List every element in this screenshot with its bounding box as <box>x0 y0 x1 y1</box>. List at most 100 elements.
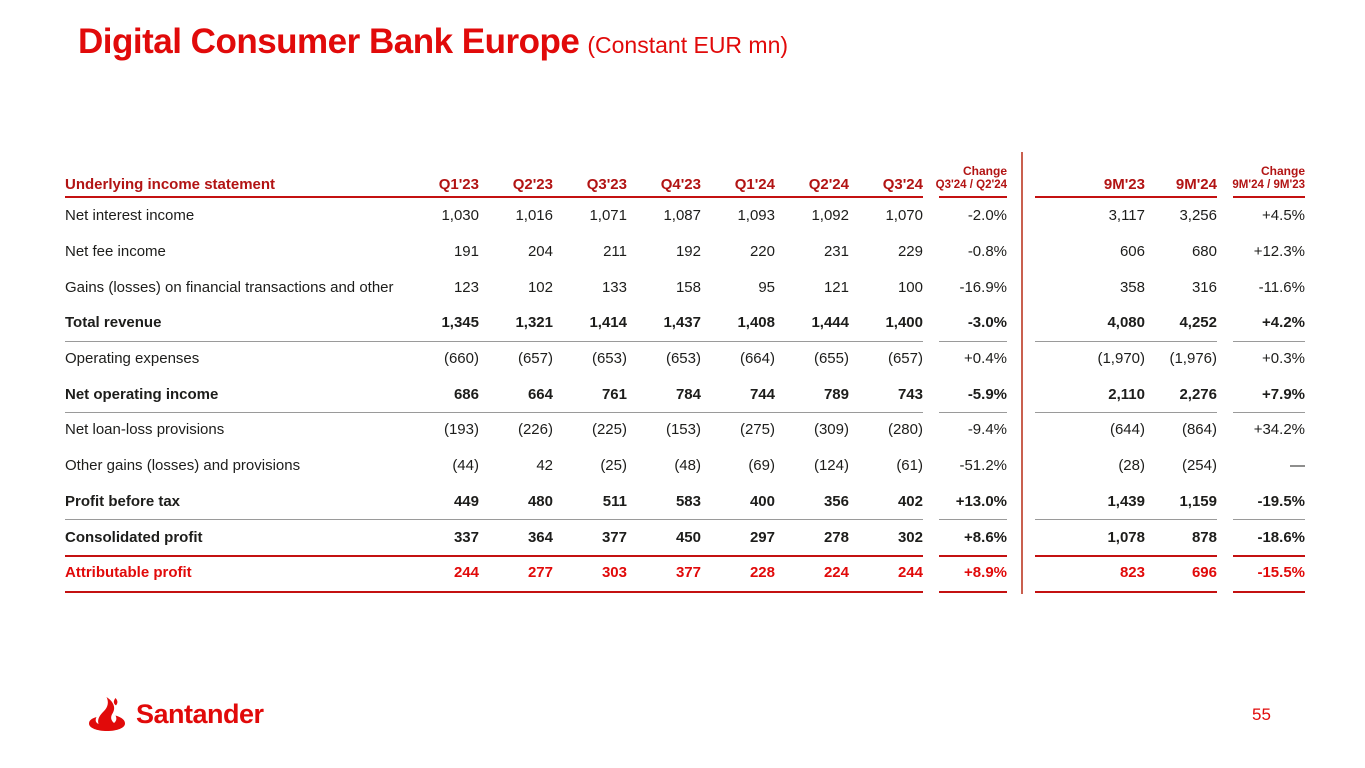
income-statement-table: Underlying income statement Q1'23 Q2'23 Q3'… <box>65 150 1305 610</box>
cell-q5: 789 <box>823 385 849 403</box>
cell-q2: 211 <box>603 243 627 261</box>
column-header-quarter-1: Q2'23 <box>512 176 553 193</box>
table-row: Net interest income 1,030 1,016 1,071 1,087 1… <box>65 198 1305 234</box>
cell-q3: 1,087 <box>663 207 701 225</box>
cell-q0: 244 <box>453 564 479 582</box>
cell-9m23: (644) <box>1109 421 1145 439</box>
row-label: Net fee income <box>65 243 166 261</box>
separator-line-5-2 <box>1035 590 1217 593</box>
santander-logo: Santander <box>85 697 264 731</box>
cell-q2: 511 <box>602 492 627 510</box>
column-header-quarter-3: Q4'23 <box>660 176 701 193</box>
cell-q5: 278 <box>823 528 849 546</box>
column-header-9m-1: 9M'24 <box>1175 176 1217 193</box>
cell-q3: 377 <box>675 564 701 582</box>
cell-change-9m: +0.3% <box>1262 350 1305 368</box>
row-label: Operating expenses <box>65 350 200 368</box>
separator-line-0-0 <box>65 196 923 198</box>
cell-q3: 784 <box>675 385 701 403</box>
cell-q1: (226) <box>517 421 553 439</box>
separator-line-5-3 <box>1233 590 1305 593</box>
cell-9m24: 696 <box>1191 564 1217 582</box>
separator-line-0-1 <box>939 196 1007 198</box>
separator-line-3-0 <box>65 519 923 521</box>
separator-line-3-3 <box>1233 519 1305 521</box>
cell-q6: (657) <box>887 350 923 368</box>
cell-q3: 1,437 <box>663 314 701 332</box>
cell-q4: 744 <box>749 385 775 403</box>
cell-q0: 191 <box>453 243 479 261</box>
cell-q6: 743 <box>897 385 923 403</box>
cell-q2: (225) <box>591 421 627 439</box>
cell-9m24: (1,976) <box>1169 350 1217 368</box>
cell-q1: 277 <box>527 564 553 582</box>
cell-q1: 42 <box>536 457 553 475</box>
cell-q2: 377 <box>601 528 627 546</box>
cell-q2: (653) <box>591 350 627 368</box>
column-header-change-9m: Change 9M'24 / 9M'23 <box>1217 165 1305 193</box>
column-header-quarter-0: Q1'23 <box>438 176 479 193</box>
cell-change-9m: — <box>1290 457 1305 475</box>
cell-change-quarter: +8.6% <box>964 528 1007 546</box>
cell-9m23: 358 <box>1119 278 1145 296</box>
cell-q6: 1,400 <box>885 314 923 332</box>
cell-q0: 686 <box>453 385 479 403</box>
page-title: Digital Consumer Bank Europe (Constant EU… <box>78 22 788 62</box>
cell-q1: 480 <box>527 492 553 510</box>
cell-q6: 402 <box>897 492 923 510</box>
row-label: Net operating income <box>65 385 219 403</box>
cell-q1: 664 <box>527 385 553 403</box>
page-number: 55 <box>1252 705 1271 724</box>
cell-9m23: 1,078 <box>1107 528 1145 546</box>
cell-q2: 1,071 <box>589 207 627 225</box>
cell-9m24: 2,276 <box>1179 385 1217 403</box>
cell-change-9m: -15.5% <box>1257 564 1305 582</box>
cell-q5: 1,444 <box>811 314 849 332</box>
column-header-change-quarter: Change Q3'24 / Q2'24 <box>923 165 1007 193</box>
separator-line-2-2 <box>1035 412 1217 414</box>
cell-change-quarter: +13.0% <box>955 492 1007 510</box>
row-label: Other gains (losses) and provisions <box>65 457 301 475</box>
row-label: Attributable profit <box>65 564 192 582</box>
santander-flame-icon <box>89 697 125 731</box>
cell-9m23: 1,439 <box>1107 492 1145 510</box>
cell-9m24: (254) <box>1181 457 1217 475</box>
row-label: Consolidated profit <box>65 528 203 546</box>
separator-line-3-1 <box>939 519 1007 521</box>
cell-q2: 1,414 <box>589 314 627 332</box>
cell-q6: 1,070 <box>885 207 923 225</box>
cell-9m23: 823 <box>1119 564 1145 582</box>
column-header-quarter-5: Q2'24 <box>808 176 849 193</box>
change-sublabel: 9M'24 / 9M'23 <box>1232 179 1305 191</box>
cell-change-9m: -19.5% <box>1257 492 1305 510</box>
cell-q5: 1,092 <box>811 207 849 225</box>
cell-change-9m: -11.6% <box>1258 278 1305 296</box>
cell-q4: 95 <box>758 278 775 296</box>
cell-change-quarter: -3.0% <box>967 314 1007 332</box>
cell-9m23: (1,970) <box>1097 350 1145 368</box>
table-row: Gains (losses) on financial transactions… <box>65 269 1305 305</box>
cell-q1: 102 <box>527 278 553 296</box>
cell-9m24: 680 <box>1191 243 1217 261</box>
cell-q4: (664) <box>739 350 775 368</box>
separator-line-4-2 <box>1035 555 1217 557</box>
cell-change-9m: +4.2% <box>1262 314 1305 332</box>
cell-q5: (655) <box>813 350 849 368</box>
cell-q3: (653) <box>665 350 701 368</box>
cell-q4: (69) <box>748 457 775 475</box>
separator-line-4-0 <box>65 555 923 557</box>
change-sublabel: Q3'24 / Q2'24 <box>935 179 1007 191</box>
column-header-quarter-2: Q3'23 <box>586 176 627 193</box>
cell-change-9m: +12.3% <box>1253 243 1305 261</box>
cell-9m23: (28) <box>1118 457 1145 475</box>
cell-q0: 449 <box>453 492 479 510</box>
cell-9m24: 4,252 <box>1179 314 1217 332</box>
cell-q0: 1,345 <box>441 314 479 332</box>
cell-9m23: 606 <box>1119 243 1145 261</box>
cell-q0: 1,030 <box>441 207 479 225</box>
cell-9m24: 878 <box>1191 528 1217 546</box>
cell-q4: (275) <box>739 421 775 439</box>
row-label: Net interest income <box>65 207 195 225</box>
cell-q0: 337 <box>453 528 479 546</box>
cell-q1: (657) <box>517 350 553 368</box>
